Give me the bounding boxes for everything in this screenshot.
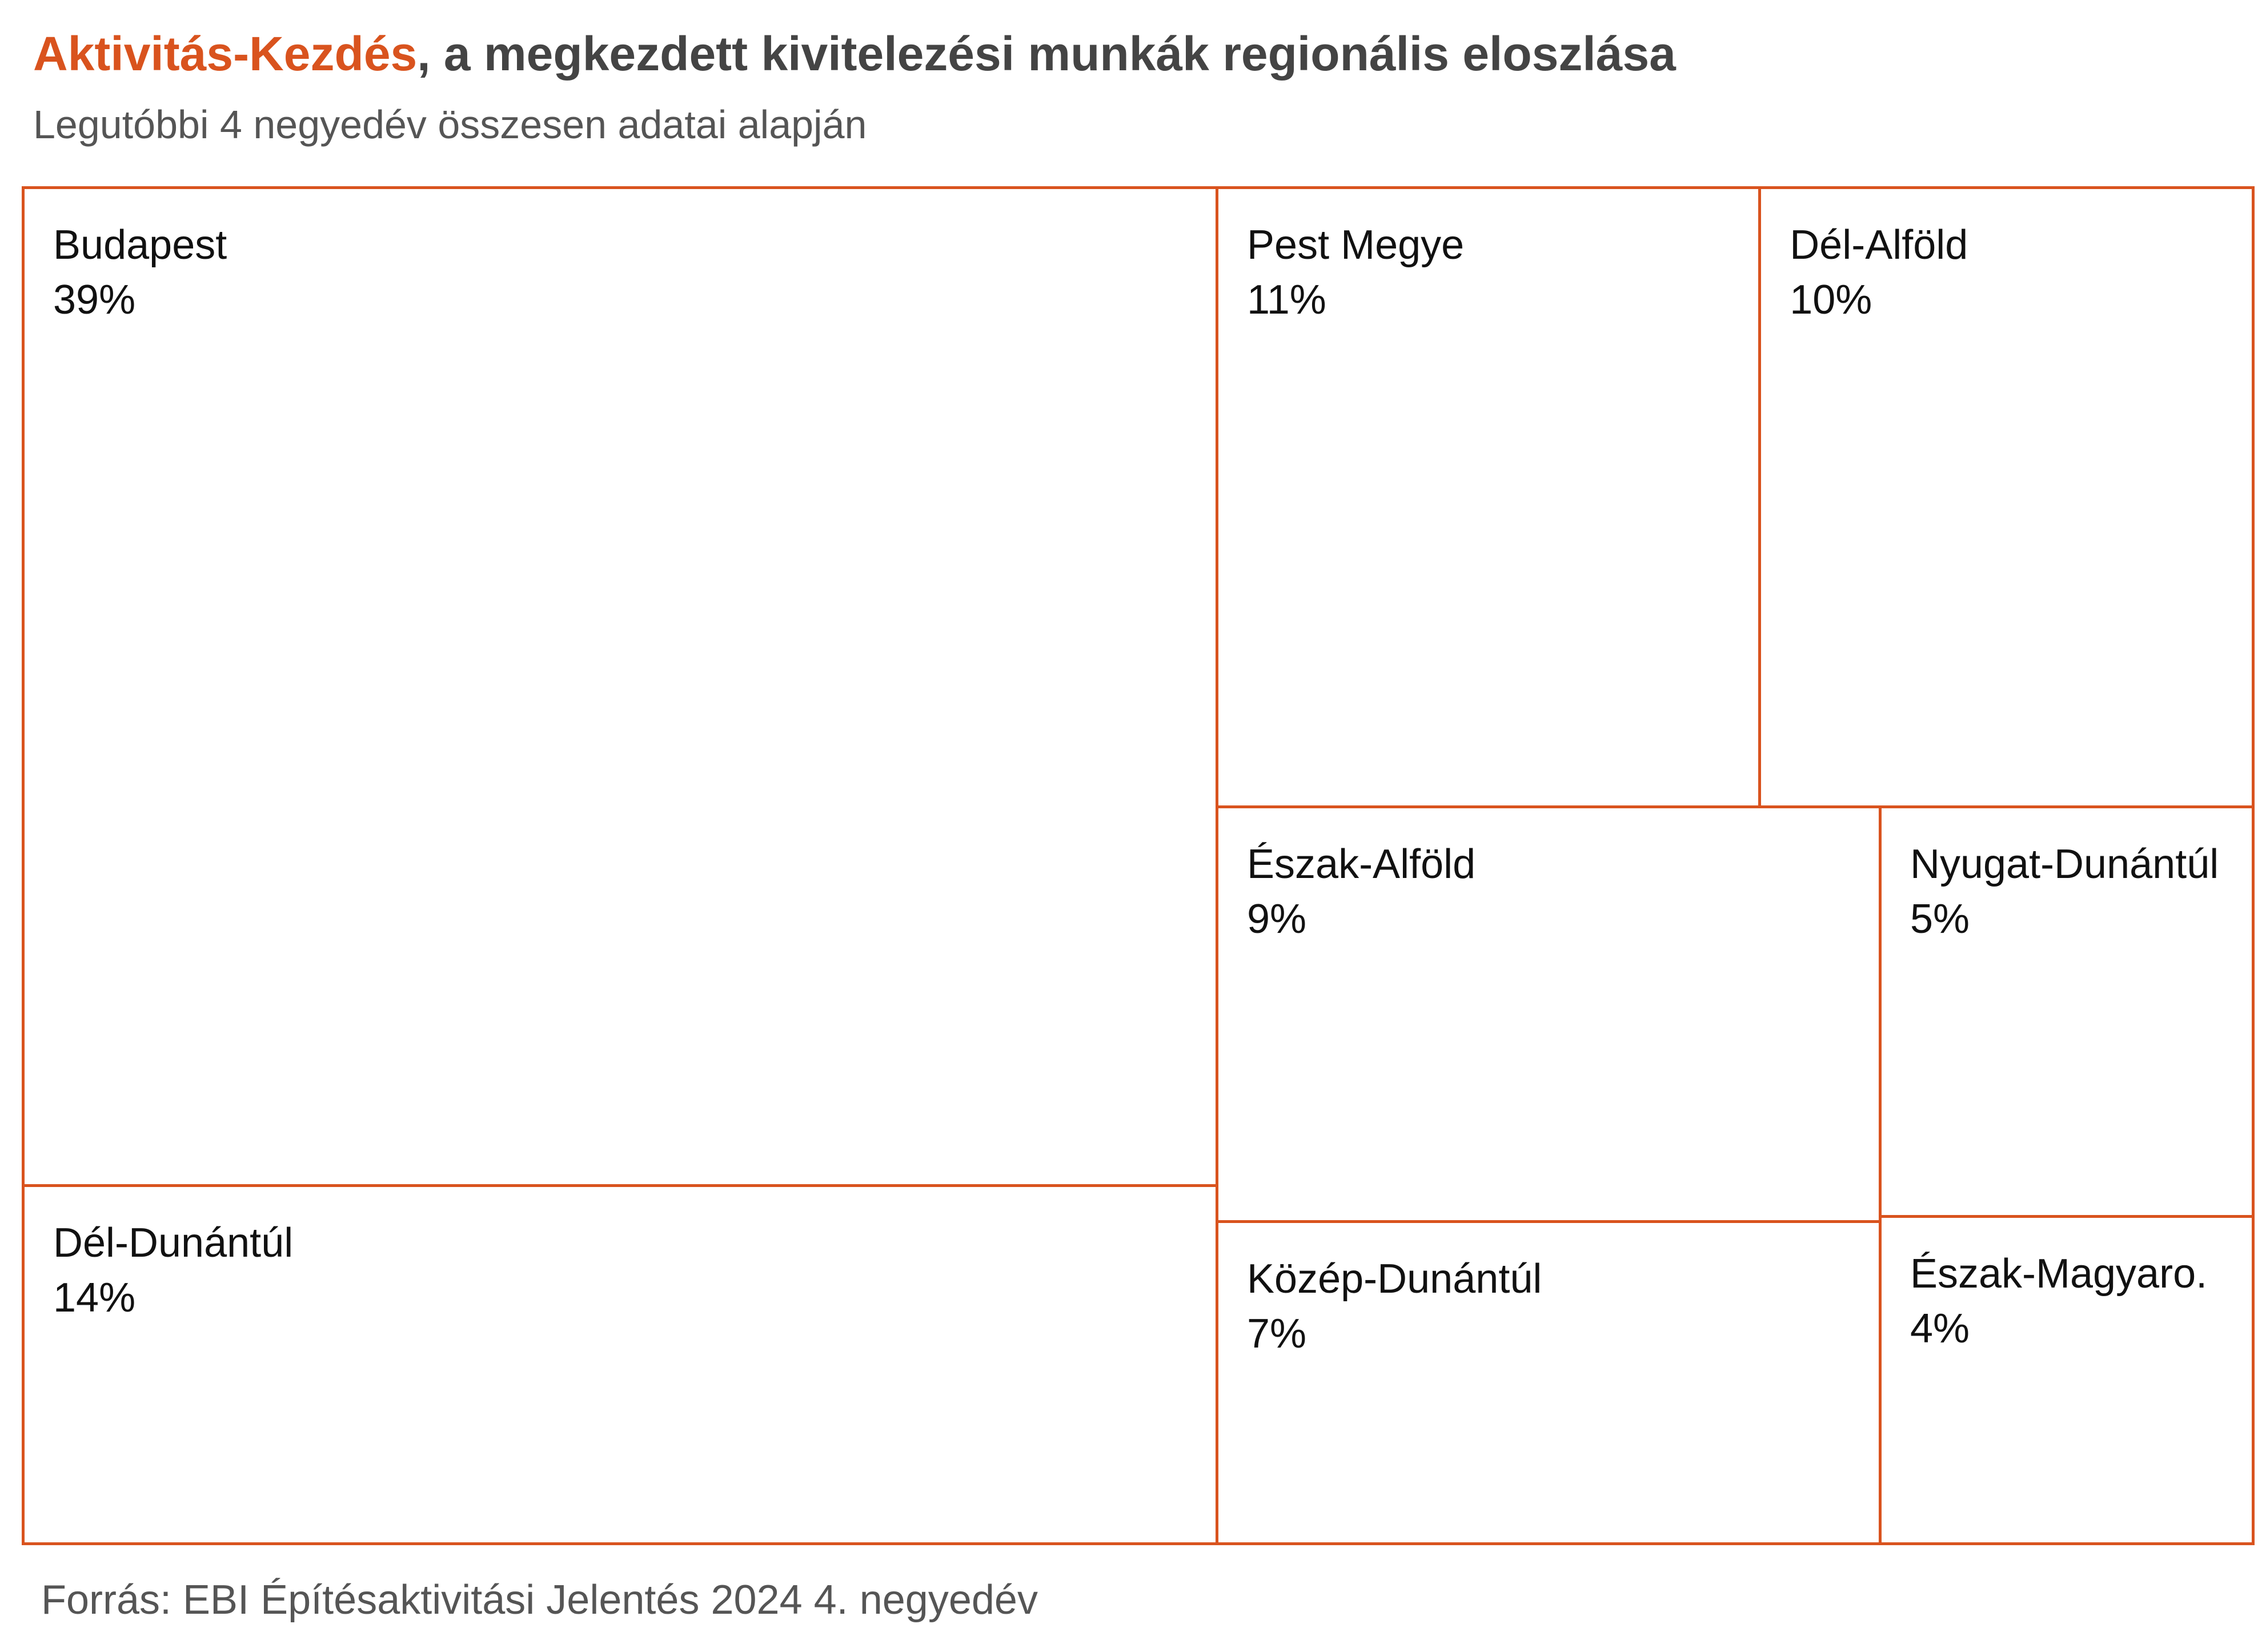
source-note: Forrás: EBI Építésaktivitási Jelentés 20…	[41, 1577, 1038, 1623]
region-value: 7%	[1247, 1310, 1307, 1357]
chart-title-rest: , a megkezdett kivitelezési munkák regio…	[417, 27, 1676, 81]
chart-subtitle: Legutóbbi 4 negyedév összesen adatai ala…	[33, 102, 867, 147]
treemap-cell-budapest: Budapest 39%	[22, 186, 1219, 1187]
region-name: Közép-Dunántúl	[1247, 1256, 1542, 1302]
region-value: 5%	[1910, 896, 1970, 942]
treemap-cell-label: Közép-Dunántúl 7%	[1247, 1252, 1542, 1361]
treemap-cell-label: Észak-Magyaro. 4%	[1910, 1246, 2207, 1356]
treemap-cell-kozep-dunantul: Közép-Dunántúl 7%	[1216, 1220, 1882, 1545]
region-name: Nyugat-Dunántúl	[1910, 841, 2219, 887]
treemap-cell-del-dunantul: Dél-Dunántúl 14%	[22, 1184, 1219, 1545]
treemap-cell-label: Észak-Alföld 9%	[1247, 837, 1475, 947]
region-name: Észak-Alföld	[1247, 841, 1476, 887]
treemap-cell-label: Dél-Alföld 10%	[1790, 218, 1968, 327]
region-value: 4%	[1910, 1305, 1970, 1352]
treemap-cell-eszak-alfold: Észak-Alföld 9%	[1216, 805, 1882, 1223]
treemap-cell-pest-megye: Pest Megye 11%	[1216, 186, 1762, 808]
region-value: 14%	[53, 1274, 136, 1321]
region-name: Észak-Magyaro.	[1910, 1250, 2208, 1297]
region-value: 39%	[53, 277, 136, 323]
region-name: Budapest	[53, 222, 227, 268]
treemap-cell-eszak-magyaro: Észak-Magyaro. 4%	[1878, 1214, 2255, 1545]
region-value: 10%	[1790, 277, 1872, 323]
chart-title-highlight: Aktivitás-Kezdés	[33, 27, 418, 81]
treemap-cell-del-alfold: Dél-Alföld 10%	[1758, 186, 2255, 808]
chart-title: Aktivitás-Kezdés, a megkezdett kivitelez…	[33, 27, 1676, 80]
treemap-cell-label: Pest Megye 11%	[1247, 218, 1464, 327]
region-value: 11%	[1247, 277, 1326, 323]
region-value: 9%	[1247, 896, 1307, 942]
region-name: Dél-Dunántúl	[53, 1220, 294, 1266]
region-name: Dél-Alföld	[1790, 222, 1968, 268]
treemap-cell-label: Nyugat-Dunántúl 5%	[1910, 837, 2219, 947]
treemap-cell-nyugat-dunantul: Nyugat-Dunántúl 5%	[1878, 805, 2255, 1218]
treemap-cell-label: Budapest 39%	[53, 218, 227, 327]
region-name: Pest Megye	[1247, 222, 1465, 268]
treemap-chart: Budapest 39% Dél-Dunántúl 14% Pest Megye 11% D…	[22, 186, 2255, 1545]
treemap-cell-label: Dél-Dunántúl 14%	[53, 1216, 293, 1325]
